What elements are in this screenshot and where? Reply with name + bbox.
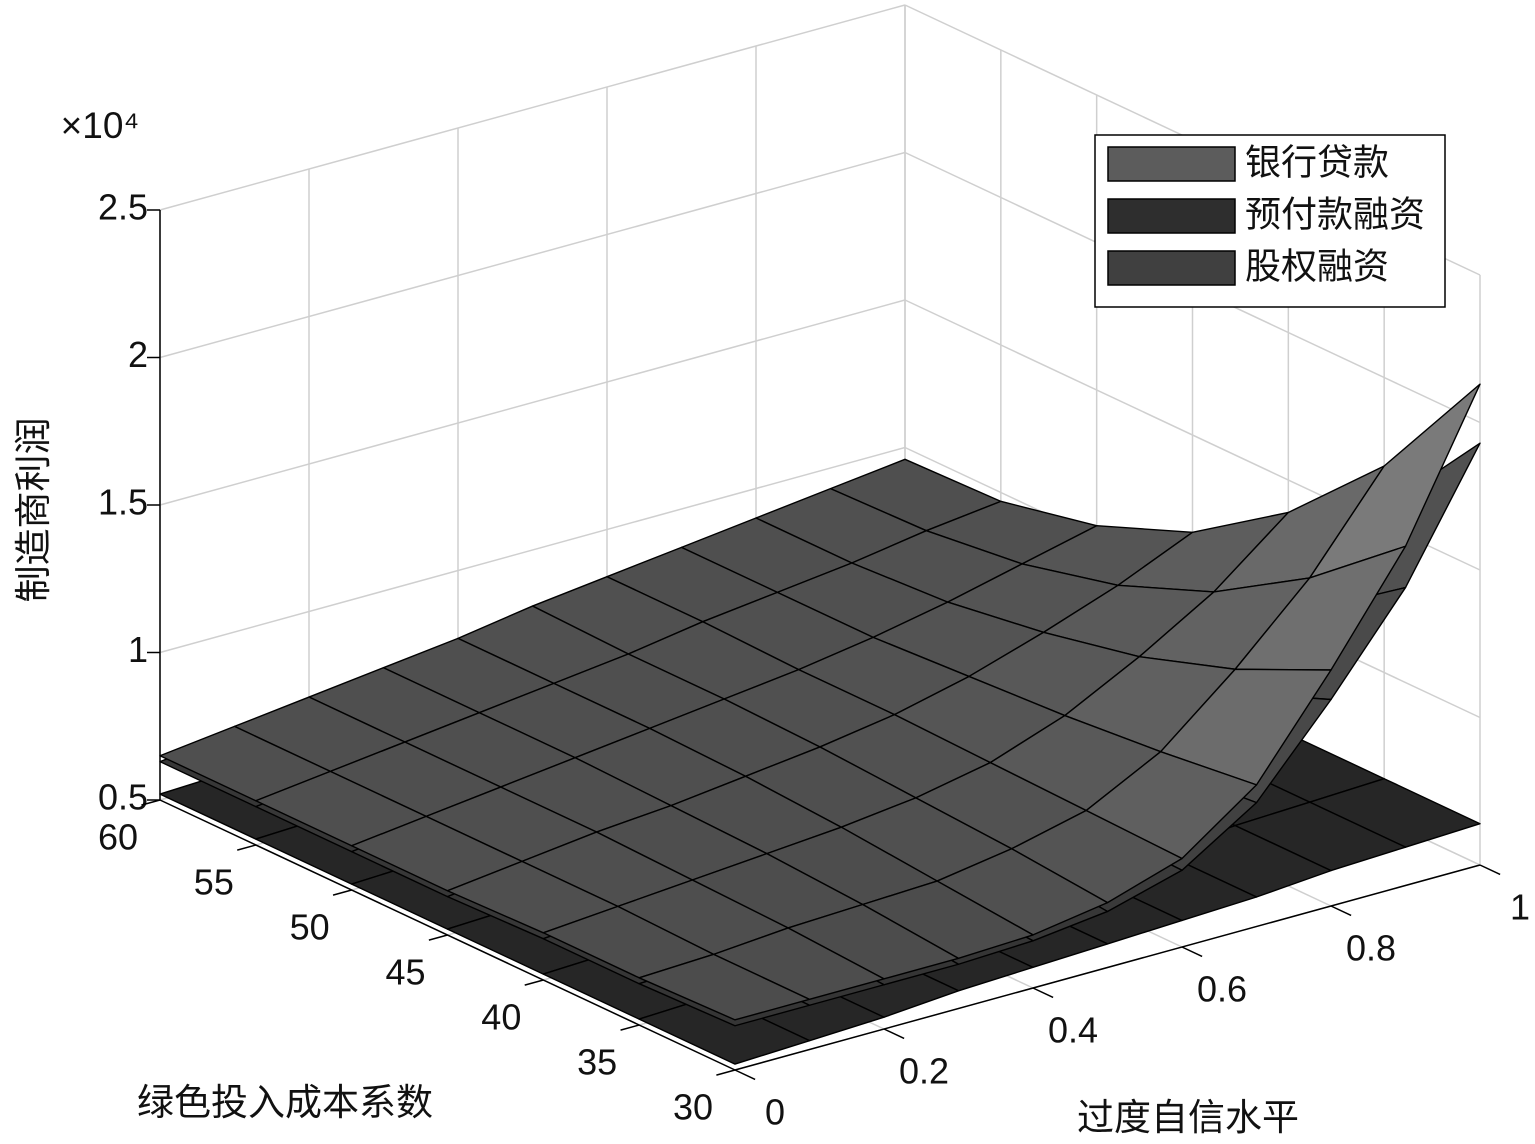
y-tick-label: 35 xyxy=(577,1042,617,1083)
x-tick-label: 0.2 xyxy=(899,1051,949,1092)
legend-label: 预付款融资 xyxy=(1245,194,1425,235)
x-tick-label: 0 xyxy=(765,1092,785,1133)
grid-line xyxy=(159,151,906,359)
x-axis-label: 过度自信水平 xyxy=(1077,1097,1299,1138)
y-tick xyxy=(237,844,257,851)
y-tick xyxy=(428,934,448,941)
y-tick xyxy=(332,889,352,896)
z-axis-label: 制造商利润 xyxy=(13,418,54,603)
z-tick-label: 1.5 xyxy=(98,482,148,523)
grid-line xyxy=(159,299,906,506)
z-tick-label: 2.5 xyxy=(98,187,148,228)
y-tick-label: 50 xyxy=(290,907,330,948)
z-tick-label: 1 xyxy=(128,629,148,670)
y-axis-label: 绿色投入成本系数 xyxy=(137,1082,433,1123)
x-tick xyxy=(883,1028,905,1040)
x-tick xyxy=(1032,987,1054,999)
y-tick xyxy=(141,799,161,806)
surface-face xyxy=(638,953,811,1021)
x-tick xyxy=(1181,946,1203,958)
legend-label: 银行贷款 xyxy=(1245,142,1389,183)
legend-swatch xyxy=(1107,198,1236,234)
y-tick-label: 60 xyxy=(98,817,138,858)
y-tick-label: 40 xyxy=(481,997,521,1038)
x-tick-label: 1 xyxy=(1510,887,1530,928)
x-tick-label: 0.8 xyxy=(1346,928,1396,969)
x-tick xyxy=(1330,905,1352,917)
y-tick-label: 55 xyxy=(194,862,234,903)
x-axis-line xyxy=(734,864,1481,1071)
y-tick-label: 45 xyxy=(385,952,425,993)
x-tick-label: 0.6 xyxy=(1197,969,1247,1010)
x-tick xyxy=(1479,864,1501,876)
z-scale-label: ×10⁴ xyxy=(61,105,140,146)
y-tick-label: 30 xyxy=(673,1087,713,1128)
legend-swatch xyxy=(1107,250,1236,286)
y-tick xyxy=(620,1024,640,1031)
legend-label: 股权融资 xyxy=(1245,246,1389,287)
y-tick xyxy=(524,979,544,986)
legend-swatch xyxy=(1107,146,1236,182)
y-tick xyxy=(716,1069,736,1076)
x-tick xyxy=(734,1069,756,1081)
z-tick-label: 2 xyxy=(128,334,148,375)
grid-line xyxy=(159,4,906,211)
z-tick-label: 0.5 xyxy=(98,777,148,818)
x-tick-label: 0.4 xyxy=(1048,1010,1098,1051)
grid-line xyxy=(159,446,906,654)
